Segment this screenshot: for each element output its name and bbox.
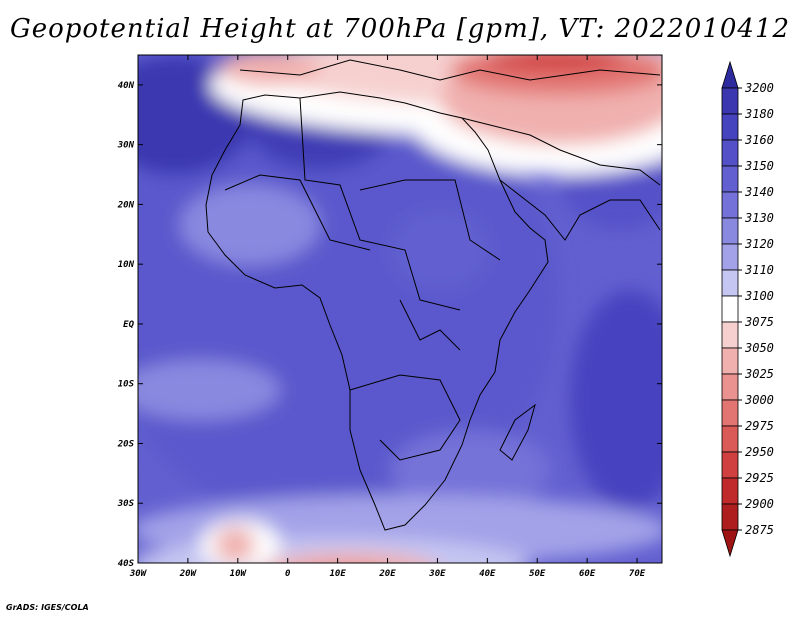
colorbar-segment [721, 191, 739, 219]
map-title: Geopotential Height at 700hPa [gpm], VT:… [9, 14, 791, 44]
lon-tick-label: 10E [329, 569, 346, 579]
colorbar-label: 2925 [745, 471, 774, 485]
colorbar-label: 3140 [744, 185, 774, 199]
latitude-axis: 40N 30N 20N 10N EQ 10S 20S 30S 40S [117, 81, 662, 569]
colorbar-cap-top [721, 60, 739, 89]
lat-tick-label: 40N [118, 81, 135, 91]
colorbar-segment [721, 373, 739, 401]
colorbar-segment [721, 347, 739, 375]
colorbar-label: 2975 [745, 419, 774, 433]
colorbar-label: 3000 [744, 393, 774, 407]
colorbar-segment [721, 321, 739, 349]
colorbar-segment [721, 503, 739, 531]
credit-text: GrADS: IGES/COLA [6, 603, 89, 612]
colorbar-label: 3075 [744, 315, 774, 329]
lon-tick-label: 60E [579, 569, 596, 579]
lat-tick-label: 10S [118, 380, 135, 390]
colorbar-label: 3110 [744, 263, 774, 277]
coastlines [205, 59, 661, 531]
colorbar-segment [721, 87, 739, 115]
colorbar-segment [721, 477, 739, 505]
colorbar-segment [721, 139, 739, 167]
lon-tick-label: 20W [179, 569, 198, 579]
colorbar-label: 3130 [744, 211, 774, 225]
colorbar-segment [721, 243, 739, 271]
colorbar-label: 3200 [744, 81, 774, 95]
colorbar-cap-bottom [721, 529, 739, 558]
map-frame [137, 54, 663, 564]
lon-tick-label: 40E [479, 569, 496, 579]
colorbar-segment [721, 425, 739, 453]
colorbar-segment [721, 217, 739, 245]
shaded-field [138, 55, 662, 563]
lat-tick-label: EQ [123, 320, 134, 330]
lon-tick-label: 20E [378, 569, 396, 579]
colorbar-label: 2900 [745, 497, 774, 511]
lon-tick-label: 30W [129, 569, 148, 579]
colorbar-label: 3150 [744, 159, 774, 173]
lon-tick-label: 30E [428, 569, 446, 579]
colorbar-segment [721, 165, 739, 193]
colorbar-label: 3120 [744, 237, 774, 251]
colorbar-segment [721, 113, 739, 141]
colorbar-label: 2875 [745, 523, 774, 537]
lon-tick-label: 0 [285, 569, 291, 579]
lat-tick-label: 20S [117, 439, 135, 449]
lat-tick-label: 30S [117, 499, 135, 509]
longitude-axis: 30W 20W 10W 0 10E 20E 30E 40E 50E 60E 70E [129, 55, 646, 579]
colorbar-label: 3160 [744, 133, 774, 147]
colorbar-label: 2950 [745, 445, 774, 459]
lat-tick-label: 20N [117, 200, 135, 210]
colorbar-segment [721, 295, 739, 323]
lon-tick-label: 50E [529, 569, 546, 579]
colorbar: 3200 3180 3160 3150 3140 3130 3120 3110 3100 3075… [721, 60, 774, 558]
lat-tick-label: 40S [118, 559, 135, 569]
colorbar-segment [721, 269, 739, 297]
colorbar-label: 3100 [744, 289, 774, 303]
lon-tick-label: 10W [230, 569, 248, 579]
colorbar-segment [721, 399, 739, 427]
lat-tick-label: 10N [118, 260, 135, 270]
lon-tick-label: 70E [629, 569, 646, 579]
colorbar-segment [721, 451, 739, 479]
colorbar-label: 3025 [744, 367, 774, 381]
colorbar-label: 3050 [744, 341, 774, 355]
colorbar-label: 3180 [744, 107, 774, 121]
lat-tick-label: 30N [117, 141, 135, 151]
